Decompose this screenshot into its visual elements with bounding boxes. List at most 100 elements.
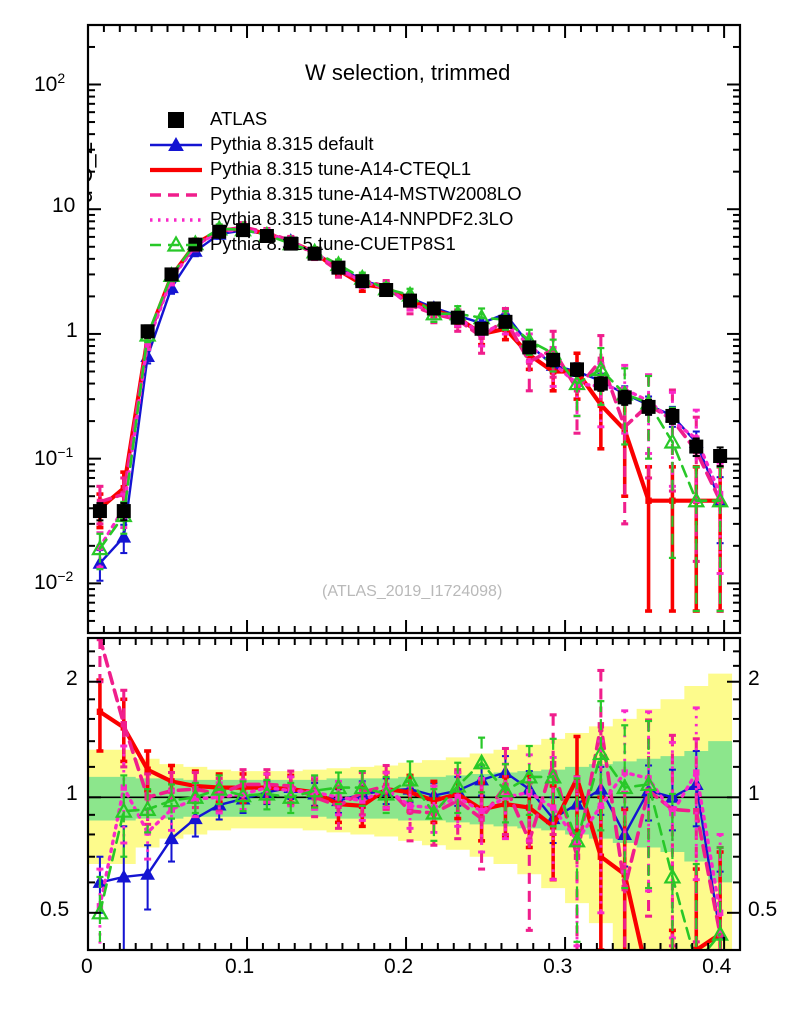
clip-bottom: [0, 951, 786, 1024]
ratio-data-point: [472, 753, 491, 770]
clip-right: [741, 0, 786, 1024]
ratio-data-point: [597, 853, 605, 860]
ratio-data-point: [116, 869, 132, 883]
legend-label-mstw2008lo: Pythia 8.315 tune-A14-MSTW2008LO: [210, 183, 522, 204]
ratio-data-point: [597, 802, 605, 810]
main-data-point-atlas: [689, 439, 704, 454]
ratio-data-point: [711, 924, 729, 941]
x-tick-label-3: 0.3: [543, 955, 573, 978]
ratio-data-point: [639, 775, 658, 792]
ratio-data-point: [549, 804, 557, 811]
legend-sample-marker-atlas: [168, 112, 184, 128]
main-data-point-atlas: [617, 390, 632, 405]
main-y-tick-label-3: 10−1: [34, 443, 74, 470]
main-data-point-atlas: [713, 449, 728, 464]
ratio-data-point: [478, 807, 485, 815]
ratio-y-tick-label-0: 2: [66, 666, 78, 690]
main-data-point-model: [91, 539, 109, 556]
legend-item-1[interactable]: Pythia 8.315 default: [148, 133, 578, 158]
main-y-tick-label-0: 102: [34, 69, 66, 96]
ratio-data-point: [140, 866, 155, 880]
x-tick-label-2: 0.2: [384, 955, 414, 978]
clip-left: [0, 0, 88, 1024]
main-y-tick-label-1: 10: [52, 194, 76, 218]
ratio-data-point: [377, 784, 396, 801]
ratio-data-point: [234, 786, 252, 803]
main-data-point-model: [687, 491, 706, 508]
ratio-data-point: [406, 802, 414, 810]
main-data-point-atlas: [426, 301, 441, 316]
ratio-data-point: [186, 788, 205, 804]
ratio-data-point: [120, 784, 127, 791]
main-data-point-atlas: [140, 324, 155, 339]
ratio-data-point: [425, 803, 443, 820]
main-data-point-atlas: [403, 293, 418, 308]
legend-label-cuetp8s1: Pythia 8.315 tune-CUETP8S1: [210, 233, 456, 254]
ratio-data-point: [114, 801, 133, 818]
ratio-data-point: [663, 867, 682, 884]
ratio-data-point: [144, 766, 151, 773]
legend-item-0[interactable]: ATLAS: [148, 108, 578, 133]
main-data-point-model: [568, 374, 586, 391]
main-data-point-atlas: [164, 267, 179, 282]
main-panel-frame: [86, 23, 742, 635]
ratio-y-tick-label-right-0: 2: [748, 666, 760, 690]
ratio-y-tick-label-1: 1: [66, 782, 78, 806]
legend-item-4[interactable]: Pythia 8.315 tune-A14-NNPDF2.3LO: [148, 208, 578, 233]
ratio-data-point: [353, 778, 372, 795]
ratio-data-point: [544, 767, 563, 784]
main-data-point-atlas: [474, 321, 489, 336]
ratio-data-point: [96, 708, 104, 715]
ratio-data-point: [162, 791, 181, 808]
main-data-point-atlas: [593, 376, 608, 391]
legend-item-3[interactable]: Pythia 8.315 tune-A14-MSTW2008LO: [148, 183, 578, 208]
ratio-data-point: [164, 831, 179, 845]
main-data-point-model: [711, 491, 729, 508]
main-data-point-atlas: [641, 399, 656, 414]
ratio-data-point: [520, 767, 539, 784]
x-tick-label-1: 0.1: [225, 955, 255, 978]
ratio-data-point: [615, 778, 634, 795]
main-y-tick-label-4: 10−2: [34, 568, 74, 595]
main-data-point-model: [645, 497, 652, 504]
main-data-point-model: [591, 360, 610, 376]
ratio-data-point: [568, 831, 586, 848]
ratio-data-point: [239, 790, 247, 798]
main-data-point-atlas: [212, 224, 227, 239]
ratio-data-point: [621, 769, 628, 776]
main-data-point-atlas: [379, 283, 394, 298]
main-data-point-atlas: [116, 504, 131, 519]
main-data-point-atlas: [498, 314, 513, 329]
main-data-point-atlas: [665, 408, 680, 423]
ratio-data-point: [329, 778, 348, 795]
legend-item-5[interactable]: Pythia 8.315 tune-CUETP8S1: [148, 233, 578, 258]
ratio-panel-frame: [86, 636, 742, 952]
main-panel-title: W selection, trimmed: [305, 60, 511, 85]
ratio-data-point: [311, 789, 318, 796]
main-data-point-atlas: [450, 310, 465, 325]
ratio-data-point: [693, 769, 700, 776]
legend-label-default: Pythia 8.315 default: [210, 133, 374, 154]
main-data-point-atlas: [236, 223, 251, 238]
ratio-data-point: [401, 770, 419, 787]
legend-sample-atlas: [148, 112, 202, 128]
x-tick-label-0: 0: [81, 955, 93, 978]
ratio-data-point: [454, 794, 461, 801]
main-y-tick-label-2: 1: [66, 318, 78, 342]
legend-sample-marker-1: [168, 136, 184, 151]
legend-item-2[interactable]: Pythia 8.315 tune-A14-CTEQL1: [148, 158, 578, 183]
ratio-data-point: [305, 781, 324, 798]
ratio-data-point: [716, 909, 724, 917]
ratio-data-point: [359, 797, 366, 804]
ratio-y-tick-label-2: 0.5: [40, 897, 70, 921]
ratio-data-point: [281, 788, 300, 804]
ratio-data-point: [138, 800, 157, 816]
ratio-data-point: [210, 779, 229, 796]
ratio-data-point: [591, 744, 610, 761]
dataset-watermark: (ATLAS_2019_I1724098): [322, 583, 503, 600]
main-data-point-atlas: [283, 236, 298, 251]
legend-sample-marker-5: [166, 235, 186, 252]
ratio-data-point: [693, 807, 700, 815]
legend-label-nnpdf23lo: Pythia 8.315 tune-A14-NNPDF2.3LO: [210, 208, 514, 229]
